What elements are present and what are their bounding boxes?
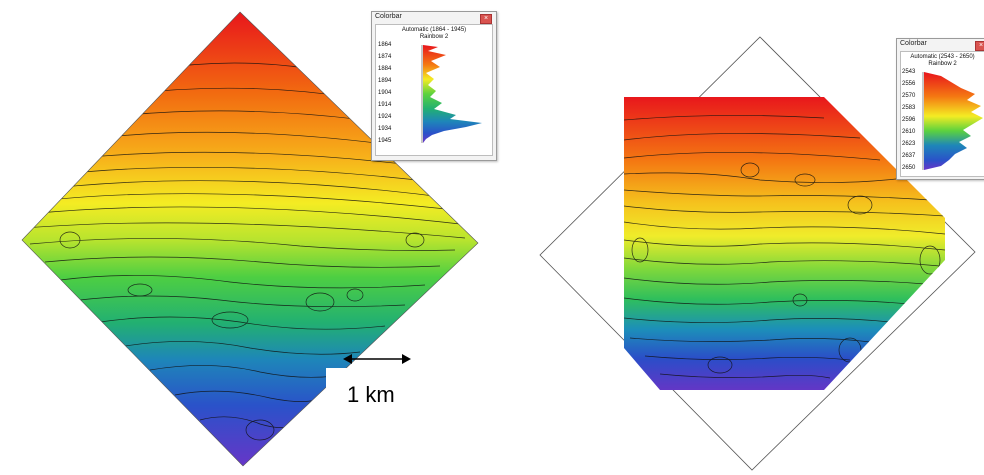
colorbar-tick: 2543 <box>902 69 916 75</box>
colorbar-tick: 2596 <box>902 117 916 123</box>
colorbar-tick: 2570 <box>902 93 916 99</box>
left-colorbar-histogram <box>421 45 482 143</box>
close-icon[interactable]: × <box>975 41 984 51</box>
colorbar-tick: 2650 <box>902 165 916 171</box>
colorbar-tick: 1945 <box>378 138 392 144</box>
scale-label-box <box>326 368 410 416</box>
colorbar-title: Colorbar <box>375 13 402 20</box>
colorbar-range-label: Automatic (2543 - 2650) <box>910 54 975 60</box>
right-colorbar-histogram <box>922 72 983 170</box>
colorbar-tick: 1874 <box>378 54 392 60</box>
colorbar-tick: 2556 <box>902 81 916 87</box>
colorbar-palette-label: Rainbow 2 <box>419 34 449 40</box>
colorbar-range-label: Automatic (1864 - 1945) <box>401 27 467 33</box>
colorbar-tick: 1884 <box>378 66 392 72</box>
right-colorbar-window[interactable]: Colorbar × Automatic (2543 - 2650) Rainb… <box>896 38 984 180</box>
left-colorbar-window[interactable]: Colorbar × Automatic (1864 - 1945) Rainb… <box>371 11 497 161</box>
scale-label: 1 km <box>347 382 395 407</box>
colorbar-palette-label: Rainbow 2 <box>928 61 957 67</box>
colorbar-tick: 1934 <box>378 126 392 132</box>
scale-arrow-right-icon <box>402 354 411 364</box>
colorbar-tick: 1924 <box>378 114 392 120</box>
colorbar-tick: 1894 <box>378 78 392 84</box>
colorbar-tick: 1914 <box>378 102 392 108</box>
close-icon[interactable]: × <box>480 14 492 24</box>
scale-arrow-left-icon <box>343 354 352 364</box>
colorbar-title: Colorbar <box>900 40 927 47</box>
colorbar-panel: Automatic (2543 - 2650) Rainbow 2 2543 2… <box>900 51 984 177</box>
colorbar-tick: 2637 <box>902 153 916 159</box>
colorbar-panel: Automatic (1864 - 1945) Rainbow 2 1864 1… <box>375 24 493 156</box>
colorbar-tick: 1904 <box>378 90 392 96</box>
colorbar-tick: 2623 <box>902 141 916 147</box>
colorbar-tick: 1864 <box>378 42 392 48</box>
colorbar-tick: 2583 <box>902 105 916 111</box>
colorbar-tick: 2610 <box>902 129 916 135</box>
